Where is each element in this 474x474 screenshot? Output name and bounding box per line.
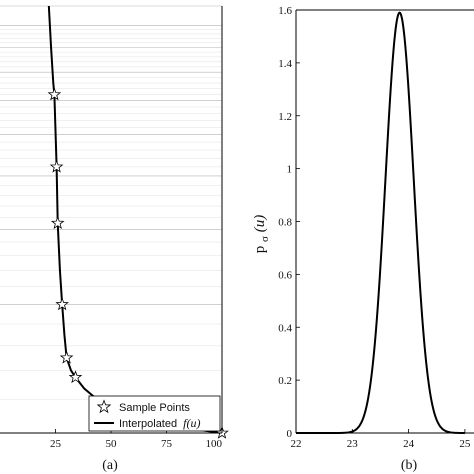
legend-star-icon xyxy=(96,399,112,414)
legend-label-interpolated: Interpolated f(u) xyxy=(119,416,201,430)
sample-point-star xyxy=(47,87,62,101)
panel-b-y-tick-label: 0.8 xyxy=(278,217,292,229)
panel-b: 0 0.2 0.4 0.6 0.8 1 1.2 1.4 1.6 22 23 24 25 p σ (u)… xyxy=(252,5,474,473)
sample-point-star xyxy=(55,297,69,311)
panel-b-y-ticks: 0 0.2 0.4 0.6 0.8 1 1.2 1.4 1.6 xyxy=(278,5,300,440)
panel-b-x-tick-label: 22 xyxy=(291,438,302,450)
panel-a-curve-layer xyxy=(47,5,223,434)
panel-b-curve-layer xyxy=(296,11,465,434)
panel-a-label: (a) xyxy=(102,458,118,473)
legend-label-sample-points: Sample Points xyxy=(119,402,190,414)
panel-b-y-tick-label: 1.4 xyxy=(278,58,292,70)
panel-a-x-ticks: 25 50 75 100 xyxy=(50,429,223,450)
panel-a-gridlines xyxy=(0,5,222,434)
panel-a-markers xyxy=(47,87,229,439)
legend-label-interpolated-text: Interpolated xyxy=(119,418,177,430)
panel-b-y-tick-label: 0.4 xyxy=(278,322,292,334)
panel-b-x-tick-label: 23 xyxy=(347,438,359,450)
panel-a-x-tick-label: 25 xyxy=(50,438,62,450)
sample-point-star xyxy=(49,159,64,173)
panel-b-axes xyxy=(295,9,474,434)
sample-point-star xyxy=(68,370,83,384)
panel-b-ylabel-subscript: σ xyxy=(259,236,271,242)
density-curve xyxy=(296,11,465,434)
panel-a: 25 50 75 100 Sample Points Interpolated f(u… xyxy=(0,5,229,473)
panel-b-x-tick-label: 25 xyxy=(459,438,471,450)
panel-a-x-tick-label: 75 xyxy=(161,438,173,450)
panel-b-label: (b) xyxy=(401,458,418,473)
legend-label-interpolated-fu: f(u) xyxy=(183,416,200,430)
panel-b-ylabel-main: p xyxy=(252,246,268,254)
panel-b-ylabel-argument: (u) xyxy=(252,215,268,233)
panel-b-y-tick-label: 0 xyxy=(287,428,293,440)
panel-a-axes xyxy=(0,6,223,434)
panel-a-x-tick-label: 100 xyxy=(206,438,223,450)
panel-a-x-tick-label: 50 xyxy=(106,438,118,450)
panel-b-y-tick-label: 0.6 xyxy=(278,269,292,281)
sample-point-star xyxy=(59,350,74,364)
panel-b-ylabel: p σ (u) xyxy=(252,215,272,253)
panel-b-y-tick-label: 1.6 xyxy=(278,5,292,17)
panel-b-y-tick-label: 1.2 xyxy=(278,111,292,123)
panel-b-x-tick-label: 24 xyxy=(403,438,415,450)
interpolated-curve xyxy=(47,5,223,434)
panel-b-y-tick-label: 0.2 xyxy=(278,375,292,387)
sample-point-star xyxy=(50,216,65,229)
legend: Sample Points Interpolated f(u) xyxy=(88,395,221,432)
panel-b-y-tick-label: 1 xyxy=(287,164,293,176)
legend-box xyxy=(88,395,221,432)
